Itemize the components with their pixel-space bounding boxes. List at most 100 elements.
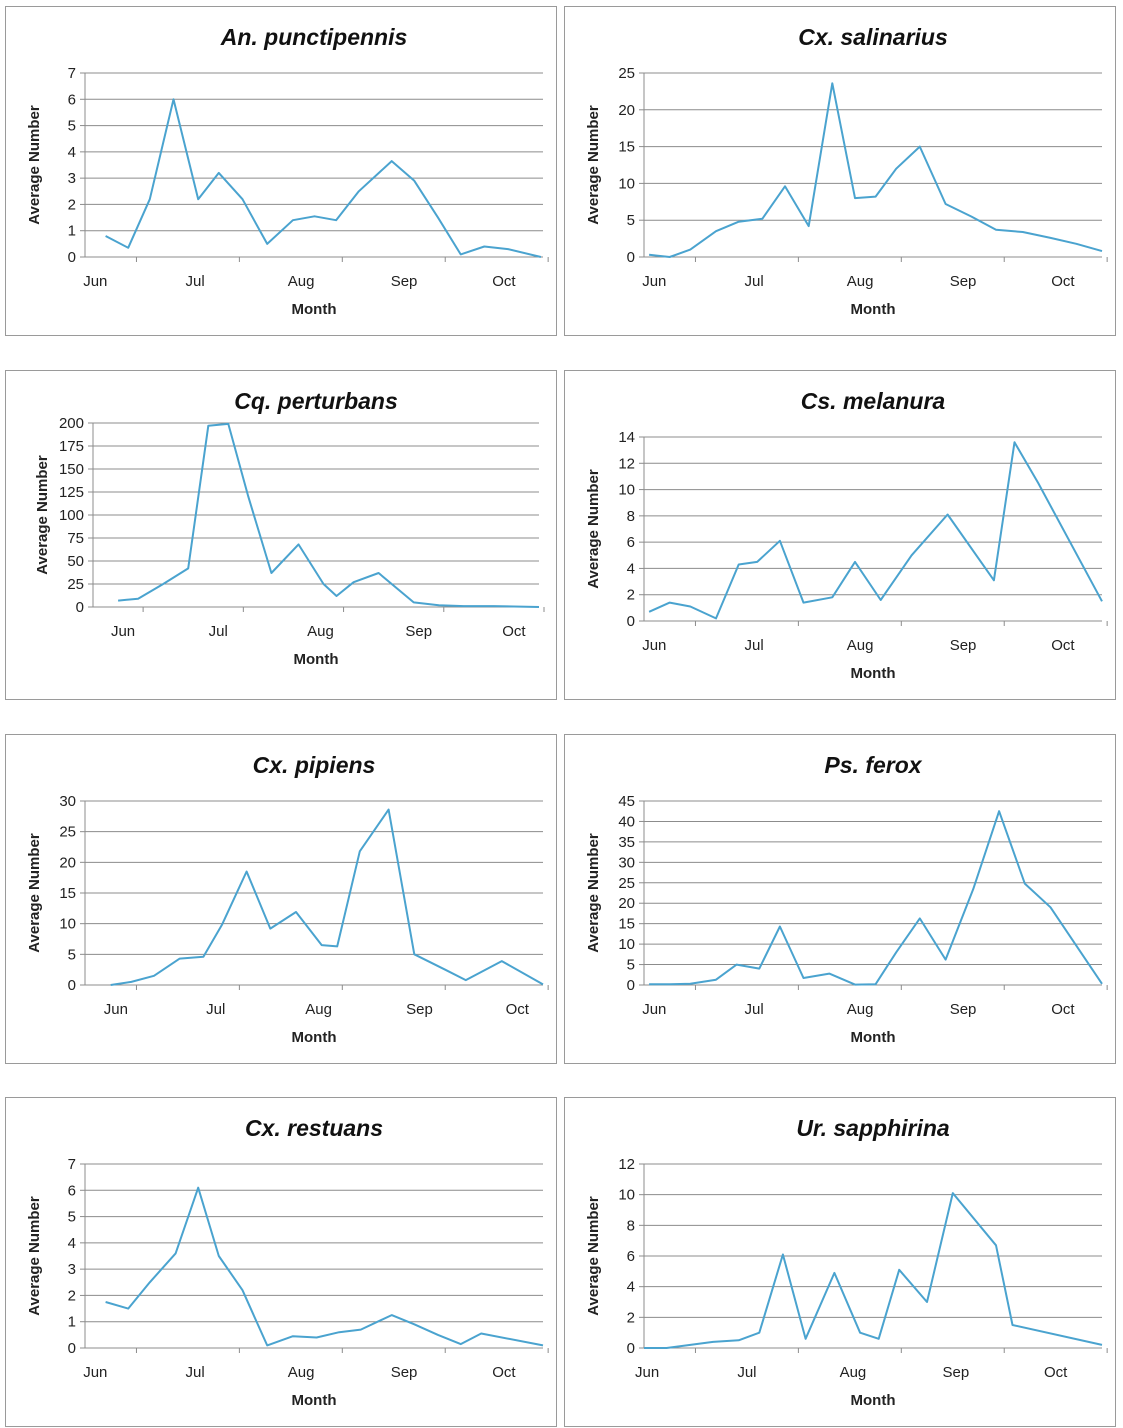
x-tick-label: Jul bbox=[206, 1001, 225, 1018]
x-tick-label: Sep bbox=[943, 1364, 970, 1381]
y-tick-label: 10 bbox=[618, 175, 635, 192]
x-axis-label: Month bbox=[292, 1029, 337, 1046]
y-axis-label: Average Number bbox=[26, 1196, 43, 1316]
y-tick-label: 10 bbox=[618, 936, 635, 953]
x-tick-label: Jul bbox=[186, 1364, 205, 1381]
x-axis-label: Month bbox=[292, 1392, 337, 1409]
x-tick-label: Sep bbox=[950, 637, 977, 654]
y-tick-label: 30 bbox=[618, 854, 635, 871]
x-tick-label: Sep bbox=[391, 273, 418, 290]
y-tick-label: 15 bbox=[59, 885, 76, 902]
x-tick-label: Sep bbox=[406, 1001, 433, 1018]
y-axis-label: Average Number bbox=[585, 1196, 602, 1316]
x-axis-label: Month bbox=[851, 1029, 896, 1046]
chart-panel: Cx. pipiens 0 5 10 15 20 25 30 Jun Jul Aug Sep Oct Mo… bbox=[5, 734, 557, 1064]
x-tick-label: Jul bbox=[745, 273, 764, 290]
x-axis-label: Month bbox=[294, 651, 339, 668]
series-line bbox=[105, 1186, 544, 1347]
chart-title: Cq. perturbans bbox=[234, 388, 398, 414]
x-axis-label: Month bbox=[851, 665, 896, 682]
y-tick-label: 10 bbox=[618, 482, 635, 499]
y-tick-label: 4 bbox=[68, 144, 76, 161]
series-line bbox=[644, 1192, 1103, 1349]
x-tick-label: Oct bbox=[1051, 1001, 1075, 1018]
x-tick-label: Aug bbox=[847, 273, 874, 290]
chart-panel: Cx. restuans 0 1 2 3 4 5 6 7 Jun Jul Aug Sep Oct Month… bbox=[5, 1097, 557, 1427]
y-tick-label: 14 bbox=[618, 429, 635, 446]
y-tick-label: 15 bbox=[618, 139, 635, 156]
chart-panel: Cq. perturbans 0 25 50 75 100 125 150 175 200 Jun J… bbox=[5, 370, 557, 700]
y-tick-label: 20 bbox=[618, 102, 635, 119]
y-tick-label: 15 bbox=[618, 916, 635, 933]
y-tick-label: 2 bbox=[627, 587, 635, 604]
y-axis-label: Average Number bbox=[26, 833, 43, 953]
x-tick-label: Jul bbox=[209, 623, 228, 640]
chart-title: An. punctipennis bbox=[220, 24, 408, 50]
y-tick-label: 5 bbox=[627, 212, 635, 229]
chart-title: Cx. salinarius bbox=[798, 24, 948, 50]
x-tick-label: Jun bbox=[642, 637, 666, 654]
y-tick-label: 2 bbox=[68, 196, 76, 213]
y-tick-label: 0 bbox=[627, 1340, 635, 1357]
series-line bbox=[105, 98, 542, 258]
y-tick-label: 5 bbox=[68, 118, 76, 135]
x-tick-label: Sep bbox=[950, 1001, 977, 1018]
y-tick-label: 30 bbox=[59, 793, 76, 810]
y-tick-label: 0 bbox=[68, 1340, 76, 1357]
x-tick-label: Oct bbox=[492, 273, 516, 290]
chart-svg: Cq. perturbans 0 25 50 75 100 125 150 175 200 Jun J… bbox=[34, 388, 545, 668]
y-tick-label: 6 bbox=[627, 1248, 635, 1265]
x-tick-label: Jun bbox=[83, 1364, 107, 1381]
y-tick-label: 25 bbox=[67, 576, 84, 593]
y-tick-label: 0 bbox=[68, 977, 76, 994]
y-tick-label: 7 bbox=[68, 65, 76, 82]
chart-svg: An. punctipennis 0 1 2 3 4 5 6 7 Jun Jul Aug Sep Oct M… bbox=[26, 24, 549, 318]
y-tick-label: 2 bbox=[627, 1309, 635, 1326]
y-tick-label: 3 bbox=[68, 170, 76, 187]
chart-svg: Cx. salinarius 0 5 10 15 20 25 Jun Jul Aug Sep Oct M… bbox=[585, 24, 1108, 318]
y-tick-label: 6 bbox=[68, 91, 76, 108]
x-tick-label: Aug bbox=[288, 273, 315, 290]
chart-panel: Ur. sapphirina 0 2 4 6 8 10 12 Jun Jul Aug Sep Oct Mo… bbox=[564, 1097, 1116, 1427]
chart-title: Ps. ferox bbox=[824, 752, 922, 778]
y-tick-label: 150 bbox=[59, 461, 84, 478]
chart-title: Cx. restuans bbox=[245, 1115, 383, 1141]
y-axis-label: Average Number bbox=[585, 469, 602, 589]
x-tick-label: Sep bbox=[391, 1364, 418, 1381]
x-tick-label: Oct bbox=[506, 1001, 530, 1018]
x-tick-label: Jul bbox=[737, 1364, 756, 1381]
chart-svg: Ps. ferox 0 5 10 15 20 25 30 35 40 45 Jun Jul Aug Sep O… bbox=[585, 752, 1108, 1046]
x-tick-label: Aug bbox=[305, 1001, 332, 1018]
x-axis-label: Month bbox=[851, 1392, 896, 1409]
y-tick-label: 0 bbox=[627, 977, 635, 994]
x-tick-label: Oct bbox=[1051, 273, 1075, 290]
y-axis-label: Average Number bbox=[585, 105, 602, 225]
series-line bbox=[648, 82, 1103, 258]
x-tick-label: Jun bbox=[642, 273, 666, 290]
y-tick-label: 25 bbox=[618, 875, 635, 892]
chart-panel: Ps. ferox 0 5 10 15 20 25 30 35 40 45 Jun Jul Aug Sep O… bbox=[564, 734, 1116, 1064]
y-tick-label: 0 bbox=[76, 599, 84, 616]
x-tick-label: Jun bbox=[642, 1001, 666, 1018]
y-tick-label: 25 bbox=[59, 824, 76, 841]
x-tick-label: Aug bbox=[847, 637, 874, 654]
y-tick-label: 35 bbox=[618, 834, 635, 851]
y-tick-label: 125 bbox=[59, 484, 84, 501]
x-tick-label: Jun bbox=[111, 623, 135, 640]
x-axis-label: Month bbox=[292, 301, 337, 318]
x-tick-label: Oct bbox=[492, 1364, 516, 1381]
y-tick-label: 4 bbox=[627, 560, 635, 577]
chart-panel: An. punctipennis 0 1 2 3 4 5 6 7 Jun Jul Aug Sep Oct M… bbox=[5, 6, 557, 336]
y-tick-label: 5 bbox=[68, 946, 76, 963]
y-tick-label: 75 bbox=[67, 530, 84, 547]
y-tick-label: 6 bbox=[68, 1182, 76, 1199]
x-tick-label: Jun bbox=[104, 1001, 128, 1018]
x-tick-label: Oct bbox=[1051, 637, 1075, 654]
chart-title: Cx. pipiens bbox=[253, 752, 376, 778]
x-tick-label: Jul bbox=[186, 273, 205, 290]
y-tick-label: 8 bbox=[627, 508, 635, 525]
y-tick-label: 4 bbox=[627, 1279, 635, 1296]
x-axis-label: Month bbox=[851, 301, 896, 318]
y-tick-label: 12 bbox=[618, 455, 635, 472]
y-tick-label: 5 bbox=[627, 957, 635, 974]
